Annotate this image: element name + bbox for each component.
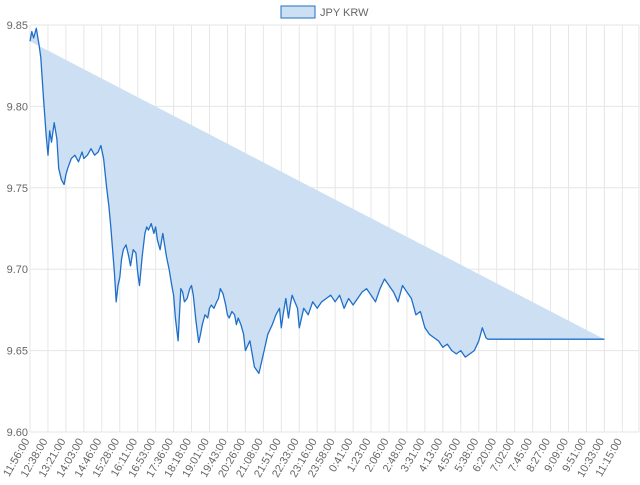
y-tick-label: 9.60 xyxy=(7,427,28,439)
legend-label: JPY KRW xyxy=(320,7,369,19)
y-tick-label: 9.80 xyxy=(7,101,28,113)
y-tick-label: 9.70 xyxy=(7,264,28,276)
y-tick-label: 9.85 xyxy=(7,20,28,32)
y-tick-label: 9.75 xyxy=(7,183,28,195)
series-area-fill xyxy=(30,28,605,374)
y-tick-label: 9.65 xyxy=(7,346,28,358)
series-line xyxy=(29,27,605,375)
legend-swatch xyxy=(280,5,316,19)
